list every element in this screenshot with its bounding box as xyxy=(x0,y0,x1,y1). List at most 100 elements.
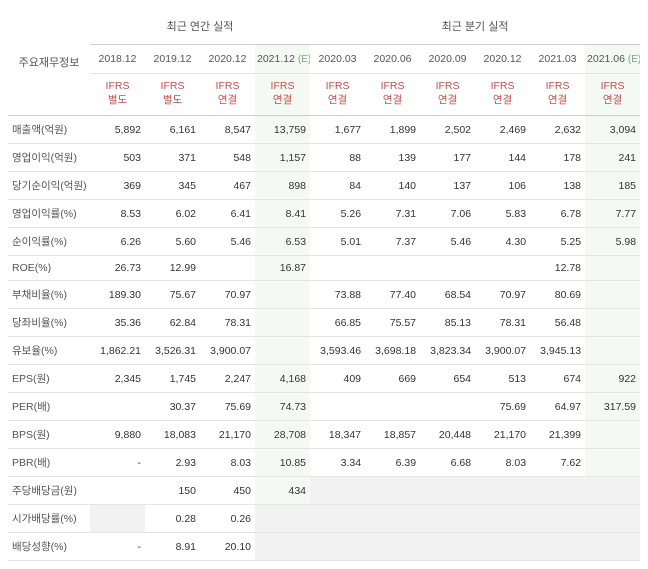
cell-q4: 178 xyxy=(530,144,585,172)
table-row: 순이익률(%)6.265.605.466.535.017.375.464.305… xyxy=(8,228,640,256)
cell-a0 xyxy=(90,477,145,505)
cell-q2: 137 xyxy=(420,172,475,200)
cell-q1: 7.31 xyxy=(365,200,420,228)
cell-a3: 8.41 xyxy=(255,200,310,228)
cell-q2 xyxy=(420,505,475,533)
cell-a1: 30.37 xyxy=(145,393,200,421)
cell-q1 xyxy=(365,393,420,421)
basis-a3: IFRS연결 xyxy=(255,74,310,116)
period-q1: 2020.06 xyxy=(365,45,420,74)
row-label: PBR(배) xyxy=(8,449,90,477)
cell-a0: 35.36 xyxy=(90,309,145,337)
cell-a0: 5,892 xyxy=(90,116,145,144)
cell-q4: 5.25 xyxy=(530,228,585,256)
cell-a3 xyxy=(255,281,310,309)
cell-q2 xyxy=(420,477,475,505)
cell-q5 xyxy=(585,449,640,477)
cell-q1: 3,698.18 xyxy=(365,337,420,365)
row-label: ROE(%) xyxy=(8,256,90,281)
cell-a2: 467 xyxy=(200,172,255,200)
cell-q2: 7.06 xyxy=(420,200,475,228)
cell-a3: 13,759 xyxy=(255,116,310,144)
cell-q3: 70.97 xyxy=(475,281,530,309)
cell-a0: 6.26 xyxy=(90,228,145,256)
cell-a1: 75.67 xyxy=(145,281,200,309)
cell-a2: 0.26 xyxy=(200,505,255,533)
cell-a0: 26.73 xyxy=(90,256,145,281)
cell-a1: 62.84 xyxy=(145,309,200,337)
cell-q5 xyxy=(585,477,640,505)
cell-a1: 18,083 xyxy=(145,421,200,449)
row-label: 당좌비율(%) xyxy=(8,309,90,337)
cell-q3: 106 xyxy=(475,172,530,200)
table-row: BPS(원)9,88018,08321,17028,70818,34718,85… xyxy=(8,421,640,449)
cell-a2: 8,547 xyxy=(200,116,255,144)
cell-a2: 21,170 xyxy=(200,421,255,449)
period-q4: 2021.03 xyxy=(530,45,585,74)
cell-q3: 513 xyxy=(475,365,530,393)
cell-q5 xyxy=(585,281,640,309)
cell-q1: 140 xyxy=(365,172,420,200)
row-label: BPS(원) xyxy=(8,421,90,449)
row-label: 순이익률(%) xyxy=(8,228,90,256)
cell-q0: 5.01 xyxy=(310,228,365,256)
cell-q2: 85.13 xyxy=(420,309,475,337)
cell-a1: 0.28 xyxy=(145,505,200,533)
cell-q3: 144 xyxy=(475,144,530,172)
basis-q1: IFRS연결 xyxy=(365,74,420,116)
period-a2: 2020.12 xyxy=(200,45,255,74)
cell-q4: 80.69 xyxy=(530,281,585,309)
period-q2: 2020.09 xyxy=(420,45,475,74)
cell-q2 xyxy=(420,393,475,421)
cell-q4: 21,399 xyxy=(530,421,585,449)
row-label: 영업이익(억원) xyxy=(8,144,90,172)
row-label: 영업이익률(%) xyxy=(8,200,90,228)
cell-q3 xyxy=(475,505,530,533)
cell-q1: 7.37 xyxy=(365,228,420,256)
cell-a1: 6.02 xyxy=(145,200,200,228)
cell-a1: 5.60 xyxy=(145,228,200,256)
cell-q1: 6.39 xyxy=(365,449,420,477)
row-label: PER(배) xyxy=(8,393,90,421)
cell-q2: 3,823.34 xyxy=(420,337,475,365)
cell-a0: 2,345 xyxy=(90,365,145,393)
cell-q0 xyxy=(310,256,365,281)
cell-q1: 77.40 xyxy=(365,281,420,309)
cell-q5: 5.98 xyxy=(585,228,640,256)
cell-q4: 3,945.13 xyxy=(530,337,585,365)
table-row: 유보율(%)1,862.213,526.313,900.073,593.463,… xyxy=(8,337,640,365)
cell-a1: 345 xyxy=(145,172,200,200)
period-a1: 2019.12 xyxy=(145,45,200,74)
cell-a0: - xyxy=(90,449,145,477)
table-row: 영업이익률(%)8.536.026.418.415.267.317.065.83… xyxy=(8,200,640,228)
cell-q5: 185 xyxy=(585,172,640,200)
row-label: 매출액(억원) xyxy=(8,116,90,144)
cell-q5: 241 xyxy=(585,144,640,172)
cell-a2: 450 xyxy=(200,477,255,505)
cell-q5 xyxy=(585,309,640,337)
cell-q1: 1,899 xyxy=(365,116,420,144)
table-row: 당좌비율(%)35.3662.8478.3166.8575.5785.1378.… xyxy=(8,309,640,337)
cell-q3 xyxy=(475,256,530,281)
row-label: 부채비율(%) xyxy=(8,281,90,309)
cell-q0: 84 xyxy=(310,172,365,200)
row-label: 당기순이익(억원) xyxy=(8,172,90,200)
cell-q5: 922 xyxy=(585,365,640,393)
period-a3: 2021.12 (E) xyxy=(255,45,310,74)
cell-q1: 18,857 xyxy=(365,421,420,449)
group-quarter-header: 최근 분기 실적 xyxy=(310,8,640,45)
cell-q0 xyxy=(310,477,365,505)
cell-a1: 371 xyxy=(145,144,200,172)
row-label: 유보율(%) xyxy=(8,337,90,365)
cell-q1: 75.57 xyxy=(365,309,420,337)
cell-a3 xyxy=(255,309,310,337)
group-annual-header: 최근 연간 실적 xyxy=(90,8,310,45)
basis-q0: IFRS연결 xyxy=(310,74,365,116)
cell-a3: 28,708 xyxy=(255,421,310,449)
basis-q5: IFRS연결 xyxy=(585,74,640,116)
row-label: 시가배당률(%) xyxy=(8,505,90,533)
row-label-header: 주요재무정보 xyxy=(8,8,90,116)
cell-q4: 6.78 xyxy=(530,200,585,228)
period-q3: 2020.12 xyxy=(475,45,530,74)
cell-q3: 75.69 xyxy=(475,393,530,421)
